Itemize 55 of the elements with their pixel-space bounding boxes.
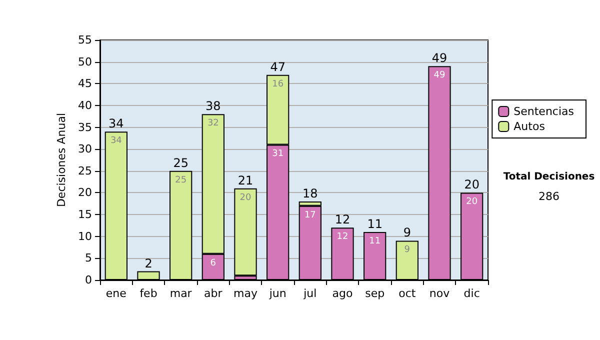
- legend-label: Sentencias: [514, 105, 574, 118]
- data-label: 34: [110, 136, 122, 146]
- data-label: 49: [434, 70, 446, 81]
- y-tick-label: 10: [78, 230, 92, 243]
- x-tick-label: abr: [204, 287, 223, 300]
- y-tick-label: 45: [78, 77, 92, 90]
- data-label: 6: [210, 258, 216, 268]
- y-tick-label: 20: [78, 186, 92, 200]
- x-tick-label: feb: [140, 287, 158, 300]
- y-tick-label: 35: [78, 120, 92, 134]
- total-label: 38: [206, 99, 221, 114]
- text: Total Decisiones: [503, 172, 595, 182]
- x-tick-label: mar: [170, 287, 192, 300]
- data-label: 16: [272, 79, 284, 90]
- x-tick-label: oct: [398, 287, 416, 300]
- y-tick-label: 55: [78, 34, 92, 46]
- total-label: 18: [302, 186, 318, 200]
- y-tick-label: 5: [85, 252, 92, 265]
- x-tick-label: sep: [365, 287, 385, 300]
- total-label: 25: [173, 156, 188, 170]
- data-label: 25: [175, 175, 187, 186]
- data-label: 20: [466, 197, 478, 208]
- y-tick-label: 30: [78, 142, 92, 156]
- total-label: 34: [108, 116, 124, 131]
- bar: [234, 188, 257, 276]
- y-tick-label: 40: [78, 98, 92, 112]
- x-tick-label: ene: [106, 287, 127, 300]
- total-label: 21: [238, 173, 254, 188]
- total-label: 20: [464, 178, 480, 192]
- x-tick-label: nov: [429, 287, 450, 300]
- x-tick-label: may: [234, 287, 258, 300]
- data-label: 12: [336, 232, 348, 242]
- y-tick-label: 50: [78, 55, 92, 68]
- total-label: 49: [432, 51, 448, 66]
- data-label: 17: [304, 210, 316, 220]
- data-label: 20: [240, 192, 252, 203]
- x-tick-label: ago: [332, 287, 353, 300]
- legend-label: Autos: [514, 120, 546, 133]
- total-label: 9: [403, 226, 411, 240]
- data-label: 32: [207, 118, 219, 129]
- data-label: 11: [369, 236, 381, 246]
- total-label: 2: [144, 256, 152, 270]
- x-tick-label: jun: [268, 287, 286, 300]
- total-label: 12: [334, 212, 350, 227]
- y-tick-label: 25: [78, 164, 92, 178]
- total-label: 11: [367, 217, 382, 231]
- x-tick-label: dic: [464, 287, 480, 300]
- y-axis-title: Decisiones Anual: [55, 112, 68, 208]
- x-tick-label: jul: [302, 287, 317, 300]
- data-label: 31: [272, 149, 284, 160]
- data-label: 9: [404, 245, 410, 256]
- y-tick-label: 15: [78, 208, 92, 222]
- y-tick-label: 0: [85, 274, 92, 286]
- text: 286: [538, 190, 560, 203]
- total-label: 47: [270, 60, 286, 74]
